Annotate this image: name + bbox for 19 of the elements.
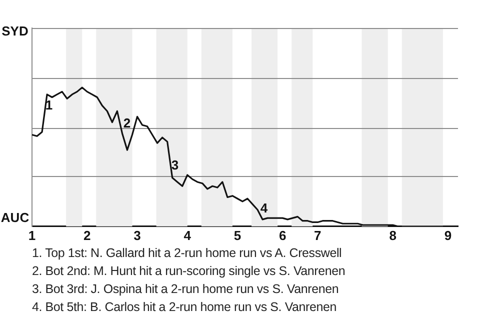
x-tick-label: 1 xyxy=(28,228,36,243)
annotation: 4 xyxy=(260,200,268,216)
text: 1. Top 1st: N. Gallard hit a 2-run home run vs A. Cresswell xyxy=(32,245,343,262)
text: AUC xyxy=(0,210,30,225)
text: 4. Bot 5th: B. Carlos hit a 2-run home run vs S. Vanrenen xyxy=(32,299,338,316)
text: 3. Bot 3rd: J. Ospina hit a 2-run home run vs S. Vanrenen xyxy=(32,281,340,298)
x-tick-label: 7 xyxy=(314,228,322,243)
annotation: 2 xyxy=(123,116,131,131)
text: SYD xyxy=(2,24,28,39)
annotation: 3 xyxy=(171,158,179,173)
x-tick-label: 9 xyxy=(444,228,452,243)
x-tick-label: 8 xyxy=(389,228,396,243)
x-tick-label: 6 xyxy=(278,228,286,243)
x-tick-label: 2 xyxy=(84,228,91,243)
x-tick-label: 5 xyxy=(234,228,242,243)
x-tick-label: 3 xyxy=(134,228,141,243)
annotation: 1 xyxy=(45,98,53,113)
text: 2. Bot 2nd: M. Hunt hit a run-scoring single vs S. Vanrenen xyxy=(32,263,346,280)
x-tick-label: 4 xyxy=(184,228,192,243)
